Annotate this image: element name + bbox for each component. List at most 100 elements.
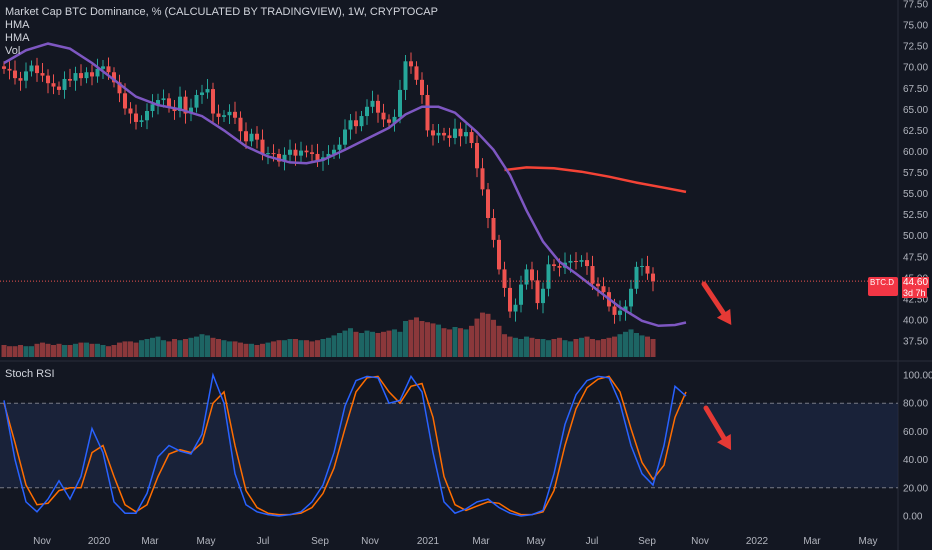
x-tick-label: May xyxy=(527,536,546,547)
volume-bar xyxy=(7,346,12,357)
x-tick-label: May xyxy=(197,536,216,547)
volume-bar xyxy=(84,342,89,357)
volume-bar xyxy=(375,333,381,357)
volume-bar xyxy=(617,334,623,357)
x-tick-label: Jul xyxy=(586,536,599,547)
candle-body xyxy=(524,269,529,285)
volume-bar xyxy=(650,339,656,357)
legend-hma-2: HMA xyxy=(5,32,30,44)
volume-bar xyxy=(282,340,287,357)
candle-body xyxy=(167,98,171,108)
candle-body xyxy=(227,111,232,116)
candle-body xyxy=(310,152,314,154)
volume-bar xyxy=(227,341,232,357)
y-tick-label: 60.00 xyxy=(903,147,928,158)
candle-body xyxy=(255,133,259,140)
candle-body xyxy=(24,71,28,81)
volume-bar xyxy=(474,318,480,357)
candle-body xyxy=(354,120,358,127)
candle-body xyxy=(260,139,265,154)
y-tick-label: 75.00 xyxy=(903,21,928,32)
candle-body xyxy=(634,266,639,289)
volume-bar xyxy=(348,328,353,357)
candle-body xyxy=(469,132,474,144)
candle-body xyxy=(414,66,419,80)
volume-bar xyxy=(612,336,617,357)
volume-bar xyxy=(639,335,645,357)
candle-body xyxy=(161,98,166,101)
volume-bar xyxy=(518,339,524,357)
volume-bar xyxy=(194,336,199,357)
candle-body xyxy=(596,283,600,287)
volume-bar xyxy=(95,343,100,357)
volume-bar xyxy=(452,327,458,357)
volume-bar xyxy=(645,336,650,357)
candle-body xyxy=(178,96,182,111)
volume-bar xyxy=(254,345,260,357)
candle-body xyxy=(205,89,210,93)
volume-bar xyxy=(276,340,282,357)
x-tick-label: Sep xyxy=(638,536,656,547)
volume-bar xyxy=(414,317,419,357)
candle-body xyxy=(68,78,72,81)
candle-body xyxy=(123,93,127,109)
volume-bar xyxy=(397,331,403,357)
volume-bar xyxy=(463,329,469,357)
price-tag xyxy=(868,277,898,296)
candle-body xyxy=(150,104,155,111)
y-tick-label: 50.00 xyxy=(903,231,928,242)
volume-bar xyxy=(331,335,337,357)
volume-bar xyxy=(403,321,408,357)
volume-bar xyxy=(584,336,590,357)
volume-bar xyxy=(573,339,579,357)
candle-body xyxy=(194,94,199,108)
volume-bar xyxy=(430,323,436,357)
volume-bar xyxy=(480,312,485,357)
stoch-title: Stoch RSI xyxy=(5,368,55,380)
candle-body xyxy=(95,68,100,77)
volume-bar xyxy=(205,335,210,357)
stoch-legend: Stoch RSI xyxy=(5,368,55,381)
volume-bar xyxy=(199,334,205,357)
down-arrow-stoch-head xyxy=(717,434,732,451)
candle-body xyxy=(2,66,6,69)
price-tag-value: 44.60 xyxy=(902,277,930,288)
volume-bar xyxy=(485,313,491,357)
candle-body xyxy=(618,310,622,315)
candle-body xyxy=(51,83,56,87)
candle-body xyxy=(568,260,573,263)
stoch-y-tick-label: 0.00 xyxy=(903,512,923,523)
volume-bar xyxy=(298,340,304,357)
candle-body xyxy=(332,149,336,154)
candle-body xyxy=(480,168,485,190)
candle-body xyxy=(392,116,397,123)
candle-body xyxy=(216,113,221,117)
candle-body xyxy=(409,61,413,67)
candle-body xyxy=(73,73,78,81)
volume-bar xyxy=(628,329,634,357)
volume-bar xyxy=(386,330,392,357)
candle-body xyxy=(183,96,188,114)
volume-bar xyxy=(23,346,29,357)
candle-body xyxy=(370,100,375,107)
candle-body xyxy=(491,217,496,240)
volume-bar xyxy=(45,343,51,357)
volume-bar xyxy=(579,337,584,357)
x-tick-label: 2021 xyxy=(417,536,440,547)
candle-body xyxy=(502,269,507,288)
candle-body xyxy=(222,115,226,117)
stoch-y-tick-label: 40.00 xyxy=(903,455,928,466)
stoch-k-line xyxy=(3,372,687,517)
candle-body xyxy=(612,306,617,315)
candle-body xyxy=(79,73,83,79)
candle-body xyxy=(436,132,441,136)
down-arrow-price-head xyxy=(716,308,732,325)
volume-bar xyxy=(1,345,7,357)
candle-body xyxy=(623,306,628,311)
x-tick-label: Nov xyxy=(361,536,379,547)
volume-bar xyxy=(370,331,375,357)
x-tick-label: Mar xyxy=(141,536,159,547)
volume-bar xyxy=(293,339,298,357)
candle-body xyxy=(552,264,556,267)
